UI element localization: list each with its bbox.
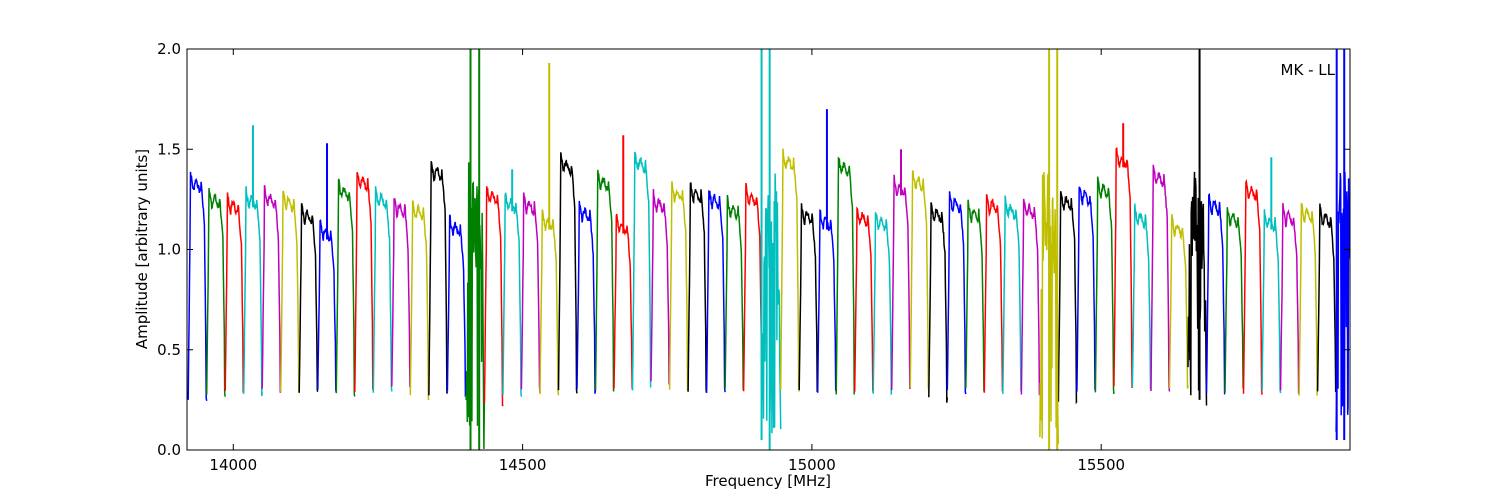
y-tick-label: 2.0 — [157, 40, 181, 58]
series-line-channel-54 — [1168, 214, 1189, 389]
series-line-channel-30 — [724, 194, 745, 391]
series-line-channel-40 — [909, 170, 930, 392]
series-line-channel-9 — [335, 178, 356, 397]
series-line-channel-44 — [983, 194, 1004, 393]
series-line-channel-27 — [668, 181, 689, 391]
series-line-channel-13 — [409, 200, 430, 401]
series-line-channel-3 — [224, 192, 245, 393]
series-line-channel-21 — [557, 152, 578, 394]
series-line-channel-15 — [446, 214, 467, 398]
series-line-channel-7 — [298, 203, 319, 393]
ticks-layer: 14000 14500 15000 15500 0.0 0.5 1.0 1.5 2.0 — [157, 40, 1350, 474]
series-line-channel-58 — [1242, 178, 1263, 395]
series-line-channel-23 — [594, 169, 615, 392]
series-line-channel-12 — [391, 197, 412, 388]
series-line-channel-63 — [1335, 172, 1350, 432]
series-line-channel-37 — [853, 206, 874, 393]
series-line-channel-31 — [742, 182, 763, 392]
series-line-channel-42 — [946, 191, 967, 395]
series-line-channel-28 — [687, 182, 708, 393]
x-tick-label: 15000 — [788, 456, 836, 474]
series-line-channel-33 — [779, 148, 800, 392]
series-line-channel-6 — [279, 190, 300, 394]
series-line-channel-22 — [576, 200, 597, 394]
series-line-channel-5 — [261, 184, 282, 393]
x-tick-label: 14500 — [499, 456, 547, 474]
series-line-channel-60 — [1279, 203, 1300, 395]
series-layer — [187, 49, 1350, 450]
series-line-channel-16 — [465, 162, 486, 450]
series-line-channel-56 — [1205, 192, 1226, 395]
y-axis-label: Amplitude [arbitrary units] — [133, 149, 151, 349]
series-line-channel-17 — [483, 186, 504, 407]
series-line-channel-55 — [1187, 171, 1208, 406]
chart-annotation: MK - LL — [1281, 61, 1336, 79]
series-line-channel-29 — [705, 190, 726, 393]
series-line-channel-61 — [1298, 202, 1319, 396]
series-line-channel-50 — [1094, 176, 1115, 395]
x-tick-label: 15500 — [1077, 456, 1125, 474]
series-line-channel-1 — [187, 171, 208, 401]
series-line-channel-2 — [205, 188, 226, 397]
series-line-channel-11 — [372, 186, 393, 393]
series-line-channel-43 — [965, 199, 985, 392]
x-axis-label: Frequency [MHz] — [705, 472, 831, 490]
series-line-channel-41 — [928, 202, 949, 403]
series-line-channel-36 — [835, 156, 856, 395]
y-tick-label: 0.0 — [157, 441, 181, 459]
series-line-channel-38 — [872, 212, 893, 396]
y-tick-label: 1.5 — [157, 140, 181, 158]
series-line-channel-62 — [1316, 203, 1337, 393]
series-line-channel-26 — [650, 189, 671, 385]
series-line-channel-57 — [1224, 207, 1245, 393]
series-line-channel-14 — [428, 161, 449, 396]
series-line-channel-53 — [1150, 164, 1171, 392]
series-line-channel-34 — [798, 203, 818, 393]
series-line-channel-49 — [1076, 186, 1097, 392]
series-line-channel-52 — [1131, 203, 1152, 390]
series-line-channel-25 — [631, 151, 652, 391]
x-tick-label: 14000 — [209, 456, 257, 474]
y-tick-label: 1.0 — [157, 241, 181, 259]
series-line-channel-19 — [520, 192, 541, 393]
series-line-channel-46 — [1020, 198, 1041, 396]
series-line-channel-32 — [761, 173, 782, 434]
series-line-channel-45 — [1002, 195, 1023, 394]
series-line-channel-48 — [1057, 191, 1078, 405]
series-line-channel-10 — [354, 171, 375, 393]
y-tick-label: 0.5 — [157, 341, 181, 359]
